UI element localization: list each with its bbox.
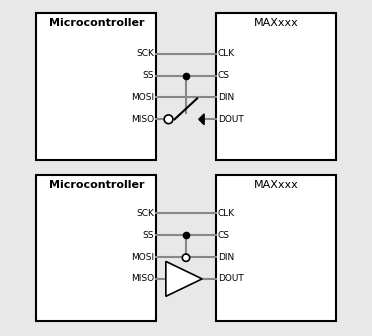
Bar xyxy=(36,13,156,160)
Bar xyxy=(36,175,156,321)
Text: DIN: DIN xyxy=(218,253,234,261)
Text: SCK: SCK xyxy=(136,49,154,58)
Text: MOSI: MOSI xyxy=(131,253,154,261)
Text: CLK: CLK xyxy=(218,49,235,58)
Text: MISO: MISO xyxy=(131,275,154,283)
Polygon shape xyxy=(166,261,202,296)
Text: DIN: DIN xyxy=(218,93,234,102)
Text: MAXxxx: MAXxxx xyxy=(254,18,298,29)
Text: CS: CS xyxy=(218,231,230,240)
Text: MAXxxx: MAXxxx xyxy=(254,180,298,190)
Text: DOUT: DOUT xyxy=(218,115,244,124)
Text: CLK: CLK xyxy=(218,209,235,218)
Bar xyxy=(216,13,336,160)
Text: DOUT: DOUT xyxy=(218,275,244,283)
Text: MOSI: MOSI xyxy=(131,93,154,102)
Circle shape xyxy=(164,115,173,124)
Text: SS: SS xyxy=(142,71,154,80)
Circle shape xyxy=(182,254,190,261)
Text: MISO: MISO xyxy=(131,115,154,124)
Polygon shape xyxy=(199,114,204,125)
Bar xyxy=(216,175,336,321)
Text: Microcontroller: Microcontroller xyxy=(49,18,145,29)
Text: SS: SS xyxy=(142,231,154,240)
Text: CS: CS xyxy=(218,71,230,80)
Text: SCK: SCK xyxy=(136,209,154,218)
Text: Microcontroller: Microcontroller xyxy=(49,180,145,190)
